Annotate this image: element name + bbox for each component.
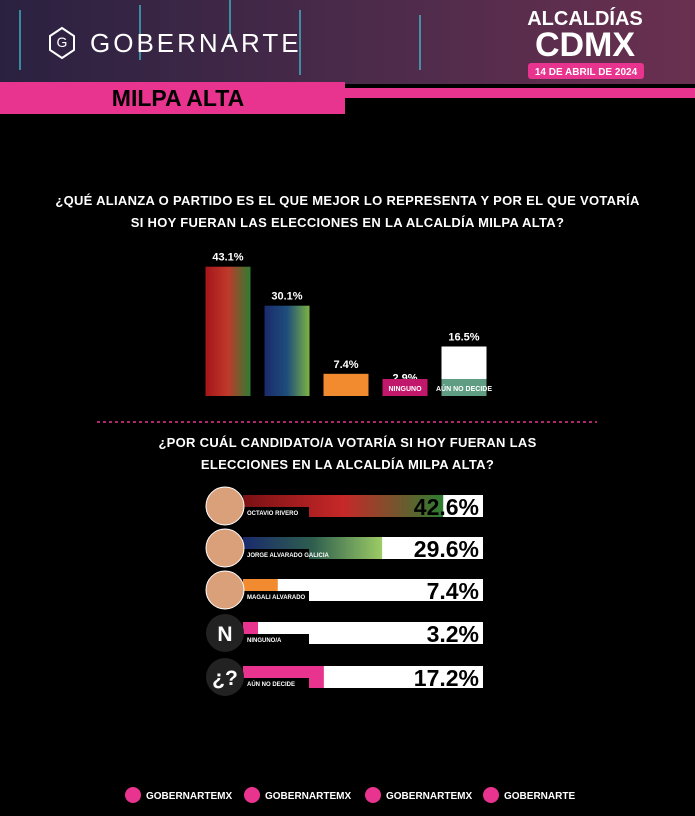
social-handle: GOBERNARTE — [504, 791, 575, 802]
social-handle: GOBERNARTEMX — [386, 791, 472, 802]
name-box — [243, 634, 309, 645]
value-label: 42.6% — [414, 494, 479, 520]
value-label: 43.1% — [212, 252, 243, 264]
decor — [19, 0, 421, 75]
value-label: 30.1% — [271, 291, 302, 303]
category-label: JORGE ALVARADO GALICIA — [247, 553, 330, 559]
social-icon — [483, 787, 499, 803]
category-box — [441, 379, 487, 396]
category-label: OCTAVIO RIVERO — [247, 511, 298, 517]
event: ALCALDÍAS — [527, 7, 643, 30]
name-box — [243, 549, 309, 560]
district-band — [0, 82, 345, 114]
social-handle: GOBERNARTEMX — [146, 791, 232, 802]
header: G GOBERNARTE ALCALDÍAS CDMX 14 DE ABRIL … — [0, 0, 695, 114]
avatar — [205, 528, 245, 568]
social-icon — [244, 787, 260, 803]
social-icon — [125, 787, 141, 803]
avatar — [206, 614, 244, 652]
brand: GOBERNARTE — [90, 28, 302, 58]
category-box — [382, 379, 428, 396]
avatar — [206, 658, 244, 696]
avatar-icon: N — [217, 623, 232, 646]
avatar-icon: ¿? — [212, 667, 238, 690]
name-box — [243, 678, 309, 689]
bar — [264, 305, 310, 396]
value-label: 17.2% — [414, 665, 479, 691]
value-label: 7.4% — [333, 359, 358, 371]
pink-stripe — [0, 88, 695, 98]
bar — [323, 373, 369, 396]
category-label: NINGUNO — [388, 386, 422, 393]
category-label: MAGALI ALVARADO — [247, 595, 306, 601]
city: CDMX — [535, 26, 635, 64]
logo-g: G — [57, 34, 68, 50]
value-label: 3.2% — [427, 621, 479, 647]
chart2-title: ¿POR CUÁL CANDIDATO/A VOTARÍA SI HOY FUE… — [158, 435, 537, 472]
chart1-title: ¿QUÉ ALIANZA O PARTIDO ES EL QUE MEJOR L… — [55, 193, 640, 230]
name-box — [243, 591, 309, 602]
social-handle: GOBERNARTEMX — [265, 791, 351, 802]
value-label: 7.4% — [427, 578, 479, 604]
bar — [205, 266, 251, 396]
avatar — [205, 486, 245, 526]
category-label: AÚN NO DECIDE — [436, 384, 492, 393]
district: MILPA ALTA — [112, 85, 244, 111]
avatar — [205, 570, 245, 610]
value-label: 16.5% — [448, 332, 479, 344]
date-pill — [528, 63, 644, 79]
name-box — [243, 507, 309, 518]
category-label: NINGUNO/A — [247, 638, 282, 644]
value-label: 29.6% — [414, 536, 479, 562]
category-label: AÚN NO DECIDE — [247, 681, 295, 688]
logo — [49, 26, 75, 60]
social-icon — [365, 787, 381, 803]
date: 14 DE ABRIL DE 2024 — [535, 67, 638, 78]
